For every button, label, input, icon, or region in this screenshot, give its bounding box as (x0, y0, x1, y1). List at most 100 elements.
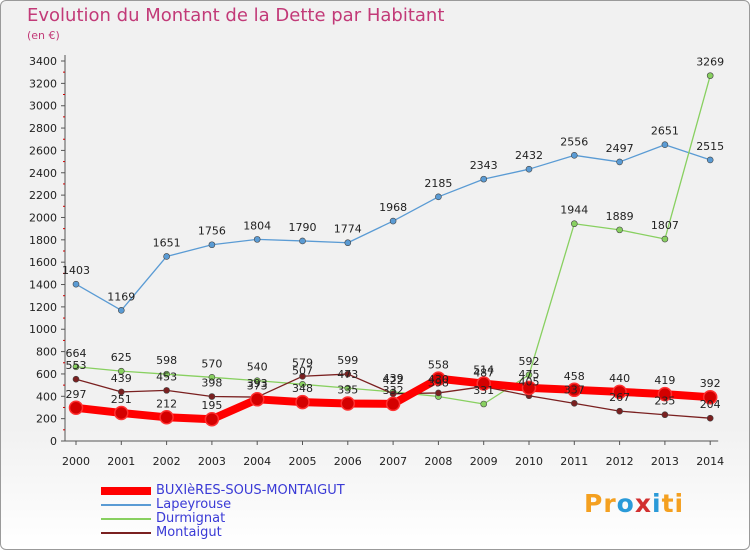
y-tick-label: 400 (36, 390, 57, 403)
y-tick-label: 3400 (29, 55, 57, 68)
x-tick-label: 2006 (334, 455, 362, 468)
data-point (431, 371, 446, 386)
data-point (661, 235, 669, 243)
y-tick-label: 800 (36, 346, 57, 359)
legend-label: Lapeyrouse (156, 497, 232, 512)
y-tick-label: 3200 (29, 77, 57, 90)
data-point (567, 382, 582, 398)
data-point (570, 220, 578, 228)
data-point (118, 307, 125, 314)
data-label: 335 (337, 384, 358, 397)
data-point (525, 165, 533, 173)
y-tick-label: 2400 (29, 167, 57, 180)
data-label: 2185 (424, 177, 452, 190)
data-label: 331 (473, 384, 494, 397)
data-label: 664 (66, 347, 87, 360)
data-label: 553 (66, 359, 87, 372)
data-label: 458 (564, 370, 585, 383)
x-tick-label: 2009 (470, 455, 498, 468)
data-point (163, 370, 170, 378)
series-line-1 (75, 144, 711, 311)
data-label: 235 (654, 395, 675, 408)
data-point (702, 389, 718, 405)
data-point (114, 405, 129, 421)
data-label: 507 (292, 364, 313, 377)
y-tick-label: 2200 (29, 189, 57, 202)
legend-label: Montaigut (156, 525, 222, 540)
x-tick-label: 2004 (243, 455, 271, 468)
data-label: 251 (111, 393, 132, 406)
data-point (570, 152, 578, 159)
proxiti-logo: Proxiti (584, 489, 684, 518)
data-label: 473 (337, 368, 358, 381)
data-label: 267 (609, 391, 630, 404)
data-point (480, 400, 488, 408)
y-tick-label: 1000 (29, 323, 57, 336)
data-label: 3269 (696, 56, 724, 69)
y-tick-label: 2600 (29, 144, 57, 157)
data-labels: 297 251 212 195 373 348 335 332 558 514 475 458 440 4… (62, 56, 724, 413)
data-point (435, 193, 442, 201)
data-point (118, 367, 125, 375)
x-tick-label: 2005 (289, 455, 317, 468)
data-point (616, 158, 623, 166)
data-label: 1807 (651, 219, 679, 232)
data-label: 514 (473, 364, 494, 377)
axes: 0 200 400 600 800 1000 1200 1400 1600 1800 2000 220… (29, 55, 724, 468)
legend-label: Durmignat (156, 511, 226, 526)
y-tick-label: 600 (36, 368, 57, 381)
data-label: 1790 (289, 221, 317, 234)
y-tick-label: 1800 (29, 234, 57, 247)
data-label: 1944 (560, 204, 588, 217)
data-point (385, 396, 401, 412)
data-point (208, 373, 216, 381)
data-label: 2497 (606, 142, 634, 155)
data-label: 487 (473, 367, 494, 380)
data-point (299, 372, 306, 380)
legend-swatch (101, 518, 151, 520)
y-tick-label: 2800 (29, 122, 57, 135)
data-point (163, 387, 170, 394)
data-point (657, 386, 673, 402)
logo-letter: i (652, 489, 662, 518)
data-point (253, 377, 261, 384)
data-point (389, 217, 397, 225)
data-label: 422 (383, 374, 404, 387)
y-tick-label: 0 (50, 435, 57, 448)
data-label: 2515 (696, 140, 724, 153)
data-label: 1169 (107, 290, 135, 303)
data-label: 204 (700, 398, 721, 411)
data-point (706, 156, 714, 164)
data-label: 599 (337, 354, 358, 367)
series-points (68, 72, 718, 427)
x-tick-label: 2012 (606, 455, 634, 468)
data-point (521, 380, 537, 396)
legend-label: BUXIèRES-SOUS-MONTAIGUT (156, 483, 345, 498)
data-label: 405 (519, 376, 540, 389)
data-point (480, 175, 488, 183)
data-point (204, 411, 220, 427)
logo-letter: o (616, 489, 635, 518)
data-point (340, 396, 356, 411)
data-point (72, 375, 80, 383)
data-label: 419 (654, 374, 675, 387)
data-label: 540 (247, 361, 268, 374)
data-point (344, 370, 352, 378)
data-label: 440 (609, 372, 630, 385)
y-tick-label: 200 (36, 413, 57, 426)
data-point (661, 411, 669, 419)
data-label: 392 (700, 377, 721, 390)
data-label: 598 (156, 354, 177, 367)
logo-letter: x (634, 489, 652, 518)
x-tick-label: 2001 (107, 455, 135, 468)
data-label: 439 (111, 372, 132, 385)
chart-subtitle: (en €) (27, 29, 60, 42)
data-label: 2343 (470, 159, 498, 172)
line-chart: 0 200 400 600 800 1000 1200 1400 1600 1800 2000 220… (29, 55, 724, 468)
data-label: 475 (519, 368, 540, 381)
data-label: 592 (519, 355, 540, 368)
x-tick-label: 2000 (62, 455, 90, 468)
data-point (299, 237, 306, 245)
x-tick-label: 2013 (651, 455, 679, 468)
data-point (706, 72, 714, 79)
